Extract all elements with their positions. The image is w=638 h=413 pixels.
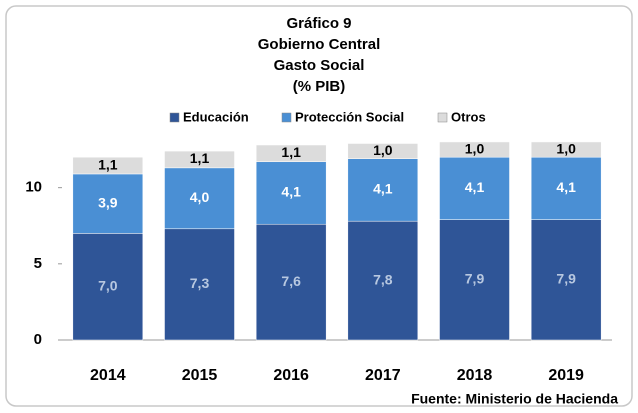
bar-segment (530, 156, 602, 220)
data-label: 4,1 (281, 184, 301, 200)
bar-segment (530, 141, 602, 158)
bar-segment (347, 220, 419, 341)
data-label: 1,0 (465, 140, 485, 156)
data-label: 7,9 (465, 271, 485, 287)
data-label: 1,0 (373, 142, 393, 158)
bar-segment (530, 219, 602, 341)
data-label: 4,1 (373, 181, 393, 197)
chart-title: Gasto Social (274, 57, 365, 74)
x-tick-label: 2019 (548, 367, 584, 384)
chart-title: (% PIB) (293, 78, 346, 95)
data-label: 7,0 (98, 277, 118, 293)
y-tick-label: 0 (34, 331, 42, 348)
bar-segment (72, 156, 144, 175)
bar-segment (255, 223, 327, 341)
chart-title: Gráfico 9 (286, 15, 351, 32)
legend-swatch (437, 112, 448, 123)
legend-label: Educación (183, 109, 249, 124)
bar-segment (164, 228, 235, 341)
bar-segment (347, 143, 419, 159)
data-label: 4,1 (556, 179, 576, 195)
x-tick-label: 2015 (182, 367, 218, 384)
bar-segment (347, 158, 419, 222)
bar-segment (72, 173, 144, 234)
y-tick-label: 10 (25, 179, 42, 196)
chart-title: Gobierno Central (258, 36, 381, 53)
data-label: 1,1 (281, 144, 301, 160)
x-tick-label: 2018 (457, 367, 493, 384)
bar-segment (164, 150, 235, 169)
bar-segment (164, 167, 235, 230)
data-label: 7,9 (556, 271, 576, 287)
bar-segment (439, 156, 510, 220)
data-label: 4,1 (465, 179, 485, 195)
source: Fuente: Ministerio de Hacienda (411, 391, 618, 407)
bar-segment (72, 233, 144, 341)
legend-label: Otros (451, 109, 486, 124)
legend-swatch (281, 112, 292, 123)
x-tick-label: 2014 (90, 367, 126, 384)
data-label: 7,3 (190, 275, 210, 291)
data-label: 3,9 (98, 194, 118, 210)
bar-segment (255, 161, 327, 225)
data-label: 7,6 (281, 273, 301, 289)
y-tick-label: 5 (34, 255, 42, 272)
data-label: 4,0 (190, 189, 210, 205)
bar-segment (439, 219, 510, 341)
x-tick-label: 2016 (273, 367, 309, 384)
legend-swatch (169, 112, 180, 123)
data-label: 1,0 (556, 140, 576, 156)
data-label: 7,8 (373, 271, 393, 287)
bar-segment (439, 141, 510, 158)
x-tick-label: 2017 (365, 367, 401, 384)
data-label: 1,1 (190, 150, 210, 166)
legend-label: Protección Social (295, 109, 404, 124)
bar-segment (255, 144, 327, 163)
data-label: 1,1 (98, 156, 118, 172)
